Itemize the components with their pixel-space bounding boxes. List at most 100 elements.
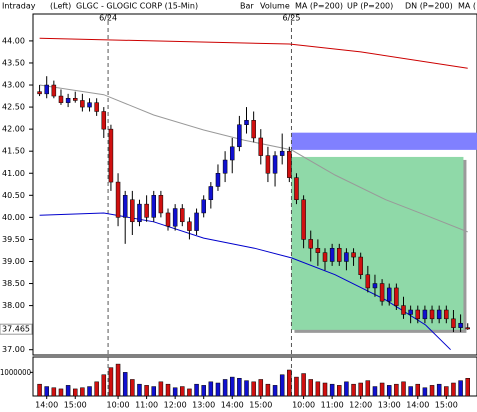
candle-body [401,305,406,315]
volume-bar [465,378,470,397]
volume-bar [151,386,156,397]
candle-body [251,120,256,139]
y-tick-label: 41.00 [2,169,25,178]
candle-body [130,199,135,223]
volume-bar [130,379,135,397]
x-tick-label: 14:00 [406,401,429,410]
candle-body [165,212,171,227]
volume-bar [194,383,199,397]
x-tick-label: 15:00 [435,401,458,410]
volume-bar [451,382,456,397]
y-tick-label: 40.50 [2,191,25,200]
volume-bar [329,383,335,397]
indicator-line [39,37,468,69]
legend-entry: Volume [260,2,290,11]
candle-body [315,247,321,253]
candle-body [94,102,99,112]
candle-body [272,155,278,174]
volume-bar [358,382,363,397]
candle-body [386,287,392,302]
y-tick-label: 40.00 [2,213,25,222]
zone [291,156,464,330]
x-tick-label: 14:00 [221,401,244,410]
volume-bar [208,381,214,397]
volume-bar [444,386,449,397]
candle-body [80,100,85,108]
volume-bar [365,380,371,397]
x-tick-label: 12:00 [164,401,187,410]
legend-entry: MA (P=200) [295,2,343,11]
candle-body [329,247,335,262]
volume-bar [372,386,378,397]
candle-body [465,327,470,330]
volume-bar [258,379,264,397]
volume-bar [158,381,164,397]
candle-body [458,322,463,328]
volume-bar [222,379,228,397]
x-tick-label: 11:00 [135,401,158,410]
volume-bar [251,381,256,397]
x-tick-label: 10:00 [107,401,130,410]
x-tick-label: 11:00 [321,401,344,410]
volume-bar [108,367,114,397]
volume-bar [322,382,328,397]
candle-body [115,181,121,218]
candle-body [194,212,199,231]
volume-bar [65,385,71,397]
volume-bar [115,363,121,397]
y-tick-label: 41.50 [2,147,25,156]
day-label: 6/25 [282,14,300,23]
volume-bar [144,385,149,397]
header-text: GLGC - GLOGIC CORP (15-Min) [76,2,198,11]
volume-bar [265,383,271,397]
candle-body [101,111,107,130]
volume-bar [458,380,463,397]
volume-bar [58,388,64,397]
candle-body [108,128,114,183]
volume-bar [122,372,128,397]
candle-body [258,137,264,156]
volume-bar [94,381,99,397]
x-tick-label: 15:00 [64,401,87,410]
volume-bar [279,374,285,397]
volume-bar [44,386,49,397]
y-tick-label: 42.00 [2,125,25,134]
x-tick-label: 13:00 [192,401,215,410]
candle-body [301,199,306,240]
volume-bar [301,373,306,397]
volume-bar [237,378,242,397]
candle-body [87,102,92,108]
indicator-line [39,84,468,233]
candle-body [344,252,349,262]
y-tick-label: 38.50 [2,279,25,288]
candle-body [72,98,78,101]
y-tick-label: 43.50 [2,58,25,67]
y-tick-label: 38.00 [2,301,25,310]
y-tick-label: 37.00 [2,345,25,354]
volume-bar [422,387,428,397]
y-tick-label: 43.00 [2,81,25,90]
candle-body [187,221,192,231]
candle-body [229,146,235,161]
last-price-label: 37.465 [2,325,30,334]
candle-body [122,195,128,218]
volume-bar [351,383,356,397]
volume-bar [394,383,399,397]
candle-body [451,318,456,328]
y-tick-label: 44.00 [2,36,25,45]
candle-body [415,309,421,320]
candle-body [158,195,164,214]
x-tick-label: 10:00 [292,401,315,410]
candle-body [294,177,299,200]
candle-body [337,247,342,262]
candle-body [137,203,142,223]
volume-bar [287,369,292,397]
y-tick-label: 39.50 [2,235,25,244]
volume-bar [315,381,321,397]
candle-body [351,252,356,258]
candle-body [372,283,378,289]
x-tick-label: 14:00 [35,401,58,410]
candle-body [394,287,399,306]
candle-body [44,84,49,95]
